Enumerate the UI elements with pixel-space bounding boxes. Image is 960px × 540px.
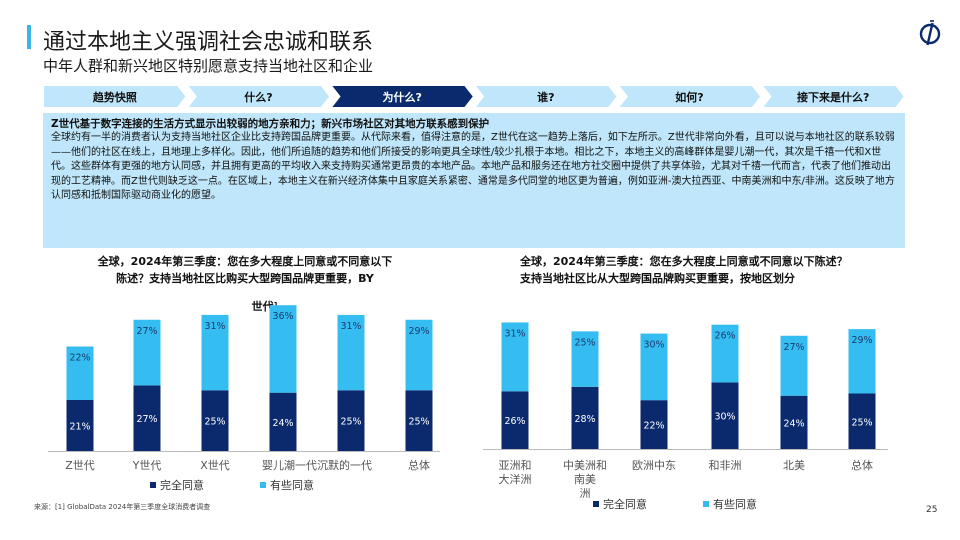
- summary-box: Z世代基于数字连接的生活方式显示出较弱的地方亲和力；新兴市场社区对其地方联系感到…: [43, 113, 905, 248]
- data-label-somewhat-agree: 29%: [408, 326, 429, 337]
- data-label-somewhat-agree: 27%: [783, 342, 804, 353]
- bar-completely-agree: [640, 400, 668, 449]
- bar-somewhat-agree: [640, 333, 668, 401]
- bar-somewhat-agree: [269, 305, 297, 393]
- nav-step-shape[interactable]: [760, 85, 905, 108]
- x-tick-label: 洲: [580, 487, 591, 500]
- bar-completely-agree: [337, 390, 365, 451]
- data-label-completely-agree: 25%: [340, 417, 361, 428]
- data-label-somewhat-agree: 31%: [340, 321, 361, 332]
- bar-somewhat-agree: [848, 329, 876, 394]
- data-label-completely-agree: 26%: [504, 416, 525, 427]
- legend-swatch: [703, 501, 709, 507]
- nav-step-label[interactable]: 接下来是什么?: [796, 91, 870, 104]
- x-tick-label: 大洋洲: [499, 472, 532, 486]
- data-label-somewhat-agree: 36%: [272, 311, 293, 322]
- bar-completely-agree: [571, 386, 599, 449]
- data-label-completely-agree: 21%: [69, 421, 90, 432]
- bar-completely-agree: [711, 382, 739, 449]
- legend-label: 完全同意: [160, 478, 204, 492]
- nav-chevrons: [43, 85, 905, 108]
- legend-label: 有些同意: [270, 478, 314, 492]
- page-title: 通过本地主义强调社会忠诚和联系: [43, 30, 374, 55]
- x-tick-label: 总体: [408, 458, 430, 472]
- source-note: 来源：[1] GlobalData 2024年第三季度全球消费者调查: [34, 503, 211, 511]
- data-label-somewhat-agree: 22%: [69, 353, 90, 364]
- chart-1-title: 全球，2024年第三季度：您在多大程度上同意或不同意以下陈述？支持当地社区比购买…: [95, 253, 395, 287]
- x-tick-label: 婴儿潮一代沉默的一代: [262, 458, 372, 472]
- bar-completely-agree: [848, 393, 876, 449]
- x-tick-label: Y世代: [132, 459, 162, 472]
- data-label-somewhat-agree: 31%: [504, 328, 525, 339]
- legend-swatch: [260, 482, 266, 488]
- data-label-completely-agree: 27%: [136, 414, 157, 425]
- nav-step-shape[interactable]: [472, 85, 619, 108]
- data-label-completely-agree: 30%: [714, 412, 735, 423]
- nav-step-label[interactable]: 如何?: [675, 91, 704, 104]
- bar-somewhat-agree: [711, 324, 739, 383]
- bar-completely-agree: [405, 390, 433, 451]
- bar-somewhat-agree: [133, 319, 161, 386]
- nav-step-label[interactable]: 为什么?: [382, 91, 422, 104]
- nav-step-shape[interactable]: [616, 85, 763, 108]
- x-tick-label: 亚洲和: [499, 459, 532, 472]
- page-number: 25: [926, 505, 938, 515]
- bar-somewhat-agree: [201, 314, 229, 391]
- bar-completely-agree: [66, 399, 94, 451]
- nav-step-shape[interactable]: [329, 85, 476, 108]
- bar-completely-agree: [133, 385, 161, 451]
- chart-2-title: 全球，2024年第三季度：您在多大程度上同意或不同意以下陈述？支持当地社区比从大…: [520, 255, 848, 285]
- bar-somewhat-agree: [405, 319, 433, 391]
- data-label-somewhat-agree: 29%: [851, 335, 872, 346]
- nav-step-label[interactable]: 趋势快照: [92, 91, 137, 104]
- nav-step-shape[interactable]: [43, 85, 188, 108]
- summary-body: 全球约有一半的消费者认为支持当地社区企业比支持跨国品牌更重要。从代际来看，值得注…: [51, 132, 895, 201]
- legend-label: 完全同意: [603, 497, 647, 511]
- nav-step-shape[interactable]: [185, 85, 332, 108]
- data-label-somewhat-agree: 31%: [204, 321, 225, 332]
- nav-step-label[interactable]: 什么?: [244, 91, 273, 104]
- bar-somewhat-agree: [571, 331, 599, 387]
- x-tick-label: 欧洲中东: [632, 459, 676, 472]
- data-label-somewhat-agree: 27%: [136, 326, 157, 337]
- bar-completely-agree: [201, 390, 229, 451]
- title-accent-bar: [27, 25, 31, 49]
- x-tick-label: 和非洲: [709, 459, 742, 472]
- x-tick-label: Z世代: [65, 459, 95, 472]
- data-label-somewhat-agree: 26%: [714, 331, 735, 342]
- x-tick-label: X世代: [200, 459, 230, 472]
- data-label-somewhat-agree: 30%: [643, 340, 664, 351]
- legend-swatch: [150, 482, 156, 488]
- data-label-completely-agree: 28%: [574, 414, 595, 425]
- bar-completely-agree: [501, 391, 529, 449]
- data-label-completely-agree: 24%: [783, 418, 804, 429]
- data-label-completely-agree: 25%: [204, 417, 225, 428]
- data-label-completely-agree: 22%: [643, 421, 664, 432]
- section-nav: 趋势快照 什么? 为什么? 谁? 如何? 接下来是什么?: [43, 85, 905, 108]
- x-tick-label: 北美: [783, 459, 805, 472]
- data-label-completely-agree: 24%: [272, 418, 293, 429]
- bar-somewhat-agree: [66, 346, 94, 400]
- bar-completely-agree: [780, 395, 808, 449]
- brand-logo-icon: [919, 20, 941, 46]
- legend-label: 有些同意: [713, 497, 757, 511]
- x-tick-label: 总体: [851, 458, 873, 472]
- bar-somewhat-agree: [780, 335, 808, 396]
- nav-step-label[interactable]: 谁?: [537, 91, 555, 104]
- chart-1-title-text: 全球，2024年第三季度：您在多大程度上同意或不同意以下陈述？支持当地社区比购买…: [97, 255, 393, 285]
- page-subtitle: 中年人群和新兴地区特别愿意支持当地社区和企业: [43, 57, 374, 75]
- bar-completely-agree: [269, 392, 297, 451]
- data-label-completely-agree: 25%: [408, 417, 429, 428]
- summary-heading: Z世代基于数字连接的生活方式显示出较弱的地方亲和力；新兴市场社区对其地方联系感到…: [51, 118, 490, 130]
- x-tick-label: 中美洲和: [563, 459, 607, 472]
- legend-swatch: [593, 501, 599, 507]
- bar-somewhat-agree: [501, 322, 529, 392]
- data-label-somewhat-agree: 25%: [574, 337, 595, 348]
- x-tick-label: 南美: [574, 473, 596, 486]
- data-label-completely-agree: 25%: [851, 417, 872, 428]
- bar-somewhat-agree: [337, 314, 365, 391]
